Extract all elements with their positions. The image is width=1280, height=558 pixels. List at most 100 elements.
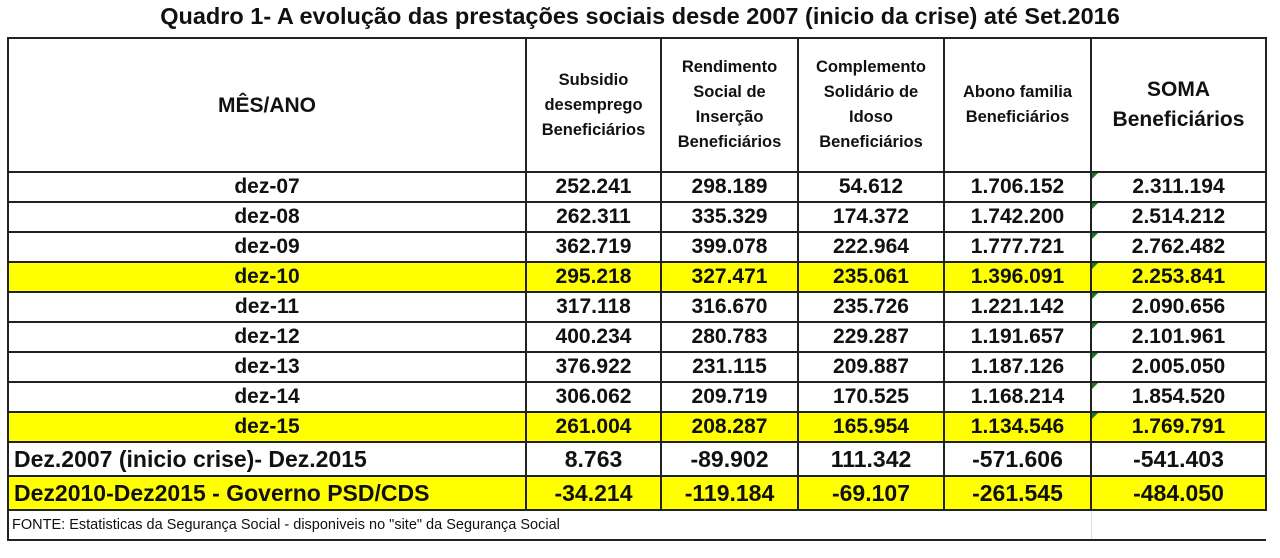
cell-value: 295.218 bbox=[525, 261, 662, 293]
cell-value: 8.763 bbox=[525, 441, 662, 477]
header-line: Beneficiários bbox=[541, 120, 646, 139]
cell-value: 1.191.657 bbox=[943, 321, 1092, 353]
cell-value: -571.606 bbox=[943, 441, 1092, 477]
header-rendimento-social: Rendimento Social de Inserção Beneficiár… bbox=[660, 37, 799, 173]
cell-value: -119.184 bbox=[660, 475, 799, 511]
header-line: Beneficiários bbox=[1112, 108, 1245, 131]
table-row: dez-08 262.311 335.329 174.372 1.742.200 2.51… bbox=[7, 201, 1267, 233]
header-line: Abono familia bbox=[962, 83, 1073, 101]
header-line: SOMA bbox=[1147, 78, 1210, 101]
cell-value: 362.719 bbox=[525, 231, 662, 263]
cell-value: 209.719 bbox=[660, 381, 799, 413]
header-soma: SOMA Beneficiários bbox=[1090, 37, 1267, 173]
cell-value: 1.187.126 bbox=[943, 351, 1092, 383]
cell-value: 399.078 bbox=[660, 231, 799, 263]
row-label: dez-11 bbox=[7, 291, 527, 323]
cell-value: 235.726 bbox=[797, 291, 945, 323]
cell-value: 335.329 bbox=[660, 201, 799, 233]
cell-value: -69.107 bbox=[797, 475, 945, 511]
social-benefits-table: MÊS/ANO Subsidio desemprego Beneficiário… bbox=[7, 37, 1267, 541]
cell-value: -484.050 bbox=[1090, 475, 1267, 511]
cell-value: 1.769.791 bbox=[1090, 411, 1267, 443]
cell-value: -261.545 bbox=[943, 475, 1092, 511]
table-row: dez-07 252.241 298.189 54.612 1.706.152 2.311… bbox=[7, 171, 1267, 203]
row-label: Dez.2007 (inicio crise)- Dez.2015 bbox=[7, 441, 527, 477]
header-line: Solidário de bbox=[823, 83, 919, 101]
row-label: dez-12 bbox=[7, 321, 527, 353]
cell-value: 1.221.142 bbox=[943, 291, 1092, 323]
footer-row: FONTE: Estatisticas da Segurança Social … bbox=[7, 509, 1266, 541]
table-row: dez-12 400.234 280.783 229.287 1.191.657 2.10… bbox=[7, 321, 1267, 353]
header-complemento-solidario: Complemento Solidário de Idoso Beneficiá… bbox=[797, 37, 945, 173]
cell-value: 400.234 bbox=[525, 321, 662, 353]
header-line: Subsidio bbox=[558, 70, 629, 89]
cell-value: 209.887 bbox=[797, 351, 945, 383]
table-row: dez-11 317.118 316.670 235.726 1.221.142 2.09… bbox=[7, 291, 1267, 323]
cell-value: 262.311 bbox=[525, 201, 662, 233]
cell-value: 317.118 bbox=[525, 291, 662, 323]
cell-value: -89.902 bbox=[660, 441, 799, 477]
cell-value: 1.742.200 bbox=[943, 201, 1092, 233]
summary-row: Dez2010-Dez2015 - Governo PSD/CDS -34.214… bbox=[7, 475, 1267, 511]
table-title: Quadro 1- A evolução das prestações soci… bbox=[160, 3, 1120, 29]
cell-value: 2.090.656 bbox=[1090, 291, 1267, 323]
cell-value: 208.287 bbox=[660, 411, 799, 443]
cell-value: 165.954 bbox=[797, 411, 945, 443]
cell-value: -541.403 bbox=[1090, 441, 1267, 477]
table-row: dez-15 261.004 208.287 165.954 1.134.546 1.76… bbox=[7, 411, 1267, 443]
header-line: Beneficiários bbox=[677, 133, 782, 151]
cell-value: 231.115 bbox=[660, 351, 799, 383]
table-row: dez-09 362.719 399.078 222.964 1.777.721 2.76… bbox=[7, 231, 1267, 263]
cell-value: 2.005.050 bbox=[1090, 351, 1267, 383]
cell-value: 316.670 bbox=[660, 291, 799, 323]
cell-value: 1.854.520 bbox=[1090, 381, 1267, 413]
row-label: dez-15 bbox=[7, 411, 527, 443]
header-mes-ano: MÊS/ANO bbox=[7, 37, 527, 173]
summary-row: Dez.2007 (inicio crise)- Dez.2015 8.763 -8… bbox=[7, 441, 1267, 477]
cell-value: 235.061 bbox=[797, 261, 945, 293]
header-line: Beneficiários bbox=[819, 133, 923, 151]
cell-value: 252.241 bbox=[525, 171, 662, 203]
cell-value: 280.783 bbox=[660, 321, 799, 353]
cell-value: 2.101.961 bbox=[1090, 321, 1267, 353]
cell-value: 229.287 bbox=[797, 321, 945, 353]
cell-value: 1.396.091 bbox=[943, 261, 1092, 293]
header-line: Inserção bbox=[695, 108, 764, 126]
cell-value: 327.471 bbox=[660, 261, 799, 293]
cell-value: 1.134.546 bbox=[943, 411, 1092, 443]
cell-value: 1.777.721 bbox=[943, 231, 1092, 263]
header-line: desemprego bbox=[544, 95, 643, 114]
cell-value: 54.612 bbox=[797, 171, 945, 203]
header-line: Idoso bbox=[849, 108, 893, 126]
header-subsidio-desemprego: Subsidio desemprego Beneficiários bbox=[525, 37, 662, 173]
header-line: Beneficiários bbox=[965, 108, 1070, 126]
header-line: Social de bbox=[693, 83, 766, 101]
row-label: dez-09 bbox=[7, 231, 527, 263]
row-label: dez-07 bbox=[7, 171, 527, 203]
cell-value: 1.168.214 bbox=[943, 381, 1092, 413]
cell-value: 2.762.482 bbox=[1090, 231, 1267, 263]
table-row: dez-10 295.218 327.471 235.061 1.396.091 2.25… bbox=[7, 261, 1267, 293]
row-label: Dez2010-Dez2015 - Governo PSD/CDS bbox=[7, 475, 527, 511]
cell-value: 306.062 bbox=[525, 381, 662, 413]
table-row: dez-14 306.062 209.719 170.525 1.168.214 1.85… bbox=[7, 381, 1267, 413]
cell-value: 298.189 bbox=[660, 171, 799, 203]
cell-value: 111.342 bbox=[797, 441, 945, 477]
header-line: Rendimento bbox=[681, 58, 778, 76]
cell-value: 1.706.152 bbox=[943, 171, 1092, 203]
cell-value: -34.214 bbox=[525, 475, 662, 511]
header-line: Complemento bbox=[815, 58, 926, 76]
row-label: dez-14 bbox=[7, 381, 527, 413]
cell-value: 2.514.212 bbox=[1090, 201, 1267, 233]
row-label: dez-08 bbox=[7, 201, 527, 233]
row-label: dez-13 bbox=[7, 351, 527, 383]
row-label: dez-10 bbox=[7, 261, 527, 293]
table-row: dez-13 376.922 231.115 209.887 1.187.126 2.00… bbox=[7, 351, 1267, 383]
source-note: FONTE: Estatisticas da Segurança Social … bbox=[7, 509, 1091, 541]
cell-value: 174.372 bbox=[797, 201, 945, 233]
cell-value: 376.922 bbox=[525, 351, 662, 383]
cell-value: 2.253.841 bbox=[1090, 261, 1267, 293]
cell-value: 261.004 bbox=[525, 411, 662, 443]
cell-value: 222.964 bbox=[797, 231, 945, 263]
footer-empty-cell bbox=[1090, 509, 1266, 541]
